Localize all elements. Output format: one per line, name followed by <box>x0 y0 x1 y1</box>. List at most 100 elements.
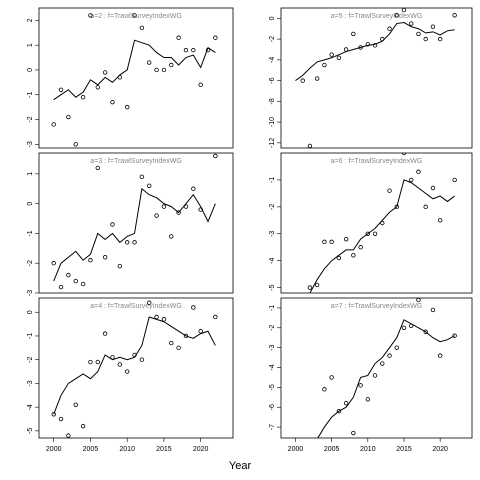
y-tick-label: -5 <box>27 428 34 434</box>
plot-area <box>307 153 457 293</box>
data-point <box>322 62 327 68</box>
y-tick-label: -3 <box>27 141 34 147</box>
x-axis-label: Year <box>229 460 252 472</box>
data-point <box>365 42 371 47</box>
data-point <box>147 183 152 188</box>
data-point <box>213 314 218 320</box>
data-point <box>80 423 86 429</box>
panel-title: a=4 : f=TrawlSurveyIndexWG <box>90 303 182 310</box>
x-tick-label: 2020 <box>193 446 209 453</box>
data-point <box>430 24 436 29</box>
y-tick-label: -4 <box>269 257 276 263</box>
plot-area <box>51 153 218 290</box>
data-point <box>387 353 392 358</box>
data-point <box>102 331 108 336</box>
y-tick-label: -3 <box>269 231 276 237</box>
data-point <box>430 185 436 191</box>
data-point <box>351 253 356 258</box>
data-point <box>329 239 334 245</box>
data-point <box>351 31 356 37</box>
fit-line <box>53 39 216 101</box>
data-point <box>73 278 78 284</box>
data-point <box>183 47 189 53</box>
y-tick-label: 1 <box>27 43 34 47</box>
data-point <box>117 75 123 80</box>
plot-area <box>51 300 218 438</box>
data-point <box>161 317 167 322</box>
data-point <box>191 47 196 53</box>
data-point <box>409 177 414 183</box>
data-point <box>58 284 64 290</box>
data-point <box>102 70 108 75</box>
data-point <box>66 272 71 278</box>
data-point <box>213 153 218 159</box>
y-tick-label: -2 <box>269 36 276 42</box>
data-point <box>307 285 313 290</box>
data-point <box>423 36 428 42</box>
data-point <box>161 204 167 209</box>
y-tick-label: -1 <box>269 177 276 183</box>
data-point <box>387 188 392 193</box>
data-point <box>372 231 378 236</box>
data-point <box>139 357 145 362</box>
data-point <box>132 240 137 245</box>
data-point <box>205 47 211 53</box>
y-tick-label: 0 <box>27 202 34 206</box>
panel-title: a=7 : f=TrawlSurveyIndexWG <box>331 303 423 310</box>
data-point <box>416 31 421 37</box>
data-point <box>73 142 78 147</box>
data-point <box>80 281 86 287</box>
data-point <box>329 52 334 57</box>
data-point <box>300 78 305 83</box>
y-tick-label: -2 <box>27 260 34 266</box>
y-tick-label: -1 <box>27 92 34 98</box>
data-point <box>409 323 414 329</box>
y-tick-label: -7 <box>269 424 276 430</box>
x-tick-label: 2000 <box>46 446 62 453</box>
data-point <box>51 412 56 417</box>
data-point <box>51 122 56 127</box>
data-point <box>314 282 320 288</box>
data-point <box>336 408 342 414</box>
data-point <box>110 222 115 227</box>
data-point <box>365 231 371 236</box>
data-point <box>430 307 436 313</box>
data-point <box>117 362 123 367</box>
data-point <box>58 87 64 92</box>
data-point <box>452 13 457 18</box>
data-point <box>437 353 443 358</box>
data-point <box>191 186 196 191</box>
panel-frame <box>38 7 234 149</box>
data-point <box>154 67 159 73</box>
data-point <box>380 220 385 226</box>
y-tick-label: -5 <box>269 284 276 290</box>
data-point <box>183 333 189 339</box>
data-point <box>161 67 167 73</box>
data-point <box>110 355 115 360</box>
data-point <box>176 35 181 40</box>
data-point <box>124 240 130 245</box>
y-tick-label: -3 <box>27 380 34 386</box>
x-tick-label: 2015 <box>396 446 412 453</box>
data-point <box>124 104 130 110</box>
data-point <box>95 165 100 171</box>
data-point <box>343 401 349 406</box>
data-point <box>307 143 313 148</box>
data-point <box>139 25 145 31</box>
data-point <box>132 352 137 358</box>
fit-line <box>53 187 216 282</box>
data-point <box>322 239 327 245</box>
x-tick-label: 2020 <box>432 446 448 453</box>
data-point <box>314 76 320 81</box>
data-point <box>132 13 137 18</box>
y-tick-label: 0 <box>27 68 34 72</box>
y-tick-label: -4 <box>269 57 276 63</box>
fit-line <box>53 316 216 415</box>
data-point <box>343 47 349 52</box>
y-tick-label: -10 <box>269 117 276 127</box>
data-point <box>66 114 71 120</box>
y-tick-label: -6 <box>269 404 276 410</box>
data-point <box>416 169 421 175</box>
y-tick-label: -8 <box>269 98 276 104</box>
